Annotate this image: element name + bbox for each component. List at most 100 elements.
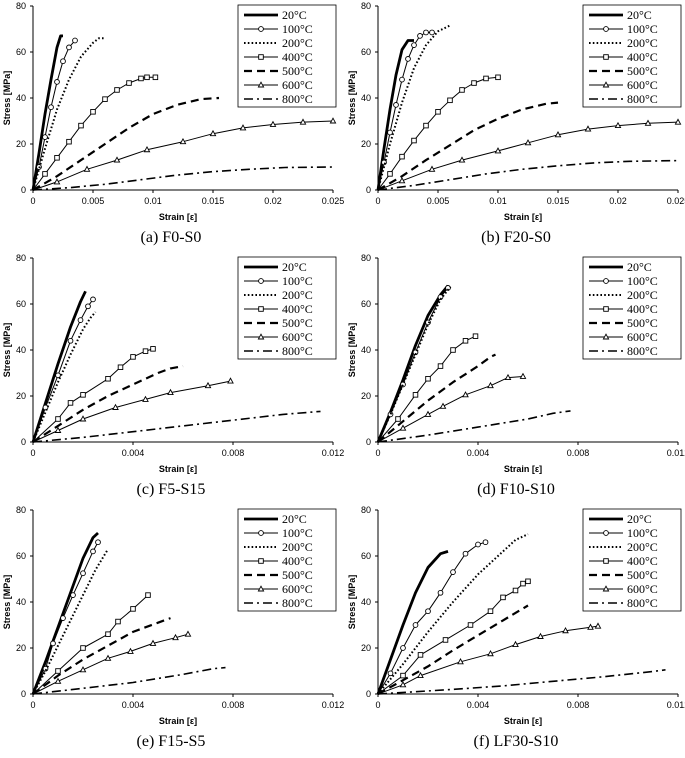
legend-label-200c: 200°C [282,540,313,554]
data-point-600c [399,424,407,431]
legend-label-800c: 800°C [282,92,313,106]
data-point-600c [172,633,179,641]
series-line-800c [32,666,226,695]
data-point-400c [500,594,506,601]
data-point-100c [70,592,76,598]
data-point-400c [42,171,48,177]
data-point-400c [425,375,431,382]
data-point-100c [417,33,423,39]
legend-label-500c: 500°C [627,568,658,582]
series-800c [32,410,321,443]
y-tick-label: 80 [361,1,371,11]
data-point-400c [400,672,406,679]
y-tick-label: 60 [361,47,371,57]
legend-marker-600c [602,585,610,592]
x-tick-label: 0.008 [567,700,590,710]
series-100c [377,539,489,695]
series-line-20c [376,39,414,191]
series-line-800c [32,166,334,191]
x-tick-label: 0 [375,700,380,710]
series-line-200c [32,311,97,443]
y-tick-label: 80 [16,1,26,11]
legend-marker-100c [258,26,264,32]
legend-label-20c: 20°C [627,260,652,274]
data-point-600c [587,623,594,630]
data-point-600c [149,639,157,646]
series-600c [377,118,682,191]
data-point-600c [79,666,87,673]
data-point-600c [594,622,602,629]
series-line-800c [377,669,666,695]
data-point-400c [152,74,159,81]
legend-marker-400c [258,54,264,60]
legend-label-400c: 400°C [282,50,313,64]
series-400c [32,346,156,443]
data-point-400c [55,416,61,422]
data-point-600c [519,372,527,379]
data-point-100c [425,608,431,615]
series-200c [377,533,529,695]
x-tick-label: 0.008 [222,448,245,458]
data-point-100c [50,640,56,647]
chart-panel-c: 0 0.004 0.008 0.012 0 20 40 60 80 Strain [ε] Stres… [0,252,344,504]
legend-marker-100c [258,530,264,536]
series-200c [32,311,97,443]
data-point-100c [80,570,86,577]
x-tick-label: 0.02 [609,196,627,206]
data-point-600c [439,402,447,409]
chart-caption: (a) F0-S0 [140,229,202,246]
legend-label-20c: 20°C [627,512,652,526]
x-tick-label: 0.012 [667,448,685,458]
y-axis-label: Stress [MPa] [2,575,12,630]
data-point-100c [42,134,48,140]
series-100c [32,296,96,443]
legend-label-500c: 500°C [282,568,313,582]
series-500c [32,617,171,695]
y-tick-label: 0 [366,185,371,195]
legend-box [237,256,337,360]
legend-label-600c: 600°C [282,582,313,596]
chart-caption: (d) F10-S10 [477,481,555,498]
series-800c [377,410,571,443]
data-point-600c [204,381,212,389]
data-point-400c [126,80,132,86]
series-800c [377,159,679,191]
x-tick-label: 0 [375,196,380,206]
y-axis-label: Stress [MPa] [2,323,12,378]
data-point-600c [113,156,121,163]
legend-label-400c: 400°C [627,554,658,568]
data-point-100c [423,29,429,36]
series-200c [377,286,452,443]
data-point-400c [435,109,441,115]
legend-label-200c: 200°C [627,36,658,50]
y-axis-label: Stress [MPa] [347,575,357,630]
data-point-400c [130,606,136,612]
data-point-600c [227,377,234,384]
legend-label-400c: 400°C [282,554,313,568]
y-tick-label: 20 [16,391,26,401]
x-tick-label: 0.01 [144,196,162,206]
series-800c [377,669,666,695]
legend-marker-100c [603,530,609,536]
legend-label-600c: 600°C [282,78,313,92]
data-point-600c [424,410,432,417]
series-line-200c [377,24,451,191]
data-point-600c [562,627,569,634]
chart-panel-a: 0 0.005 0.01 0.015 0.02 0.025 0 20 40 60 80 Strain … [0,0,344,252]
series-200c [377,24,451,191]
legend-label-500c: 500°C [282,316,313,330]
legend-marker-400c [603,54,609,60]
legend-box [582,4,682,108]
series-600c [377,372,527,443]
legend-label-600c: 600°C [627,330,658,344]
data-point-100c [405,56,411,62]
x-axis-label: Strain [ε] [504,212,542,222]
data-point-100c [482,539,489,546]
data-point-400c [412,392,419,398]
chart-svg-c: 0 0.004 0.008 0.012 0 20 40 60 80 Strain [ε] Stres… [2,253,344,474]
series-800c [32,666,226,695]
y-tick-label: 0 [366,689,371,699]
y-tick-label: 0 [21,689,26,699]
data-point-400c [387,171,393,177]
